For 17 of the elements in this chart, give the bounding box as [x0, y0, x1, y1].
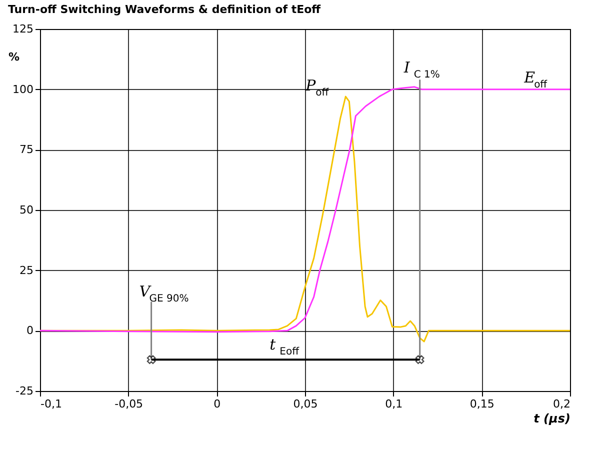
x-tick-label: -0,1 — [40, 398, 62, 410]
x-tick-label: -0,05 — [114, 398, 144, 410]
x-tick-label: 0,2 — [553, 398, 570, 410]
y-tick-label: 125 — [12, 22, 34, 36]
y-tick-label: 50 — [20, 204, 34, 216]
y-tick-label: 100 — [12, 82, 34, 96]
x-tick-label: 0,1 — [385, 398, 403, 410]
y-axis-title: % — [8, 50, 20, 64]
y-tick-label: 25 — [20, 264, 34, 277]
x-tick-label: 0,05 — [293, 398, 318, 410]
x-axis-title: t (µs) — [534, 412, 570, 426]
y-tick-label: 0 — [26, 324, 34, 338]
y-tick-label: 75 — [20, 143, 34, 156]
y-tick-label: -25 — [16, 384, 34, 398]
x-tick-label: 0 — [214, 398, 221, 410]
x-tick-label: 0,15 — [470, 398, 494, 410]
chart-title: Turn-off Switching Waveforms & definition of tEoff — [8, 3, 321, 16]
